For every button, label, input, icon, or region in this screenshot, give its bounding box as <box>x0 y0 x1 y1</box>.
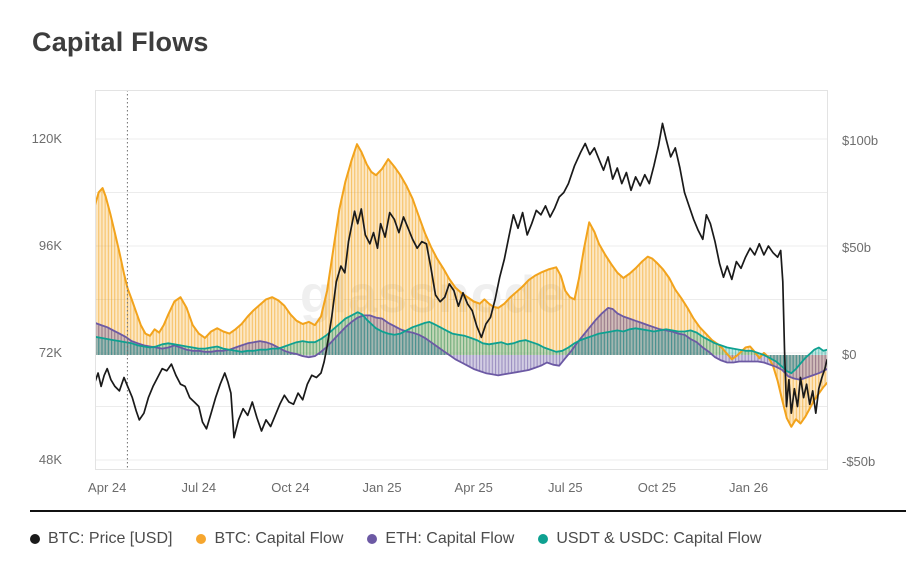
left-tick-label: 48K <box>38 451 62 467</box>
right-tick-label: $0 <box>842 347 857 363</box>
left-tick-label: 96K <box>38 238 62 253</box>
left-tick-label: 120K <box>31 131 62 147</box>
right-axis-ticks: $100b $50b $0 -$50b <box>842 90 902 470</box>
x-axis-ticks: Apr 24 Jul 24 Oct 24 Jan 25 Apr 25 Jul 25 Oct … <box>88 480 828 498</box>
legend-item-btc-price[interactable]: BTC: Price [USD] <box>30 530 172 548</box>
x-tick-label: Apr 24 <box>88 480 127 495</box>
right-tick-label: -$50b <box>842 454 876 470</box>
chart-canvas: glassnode <box>95 90 828 470</box>
left-tick-label: 72K <box>38 344 62 360</box>
x-tick-label: Oct 24 <box>271 480 310 495</box>
legend-divider-line <box>30 510 906 512</box>
right-tick-label: $50b <box>842 239 871 255</box>
legend-label: BTC: Capital Flow <box>214 530 344 547</box>
legend-label: USDT & USDC: Capital Flow <box>556 530 762 547</box>
chart-legend: BTC: Price [USD] BTC: Capital Flow ETH: … <box>30 530 761 548</box>
right-tick-label: $100b <box>842 132 879 148</box>
x-tick-label: Jan 26 <box>729 480 769 495</box>
legend-item-eth-flow[interactable]: ETH: Capital Flow <box>367 530 514 548</box>
stable-flow-dot-icon <box>538 534 549 544</box>
legend-label: BTC: Price [USD] <box>48 530 173 547</box>
eth-flow-dot-icon <box>367 534 378 544</box>
btc-flow-dot-icon <box>196 534 207 544</box>
chart-plot-area: glassnode <box>95 90 828 470</box>
page-title: Capital Flows <box>32 27 209 57</box>
legend-item-stable-flow[interactable]: USDT & USDC: Capital Flow <box>538 530 761 548</box>
x-tick-label: Apr 25 <box>454 480 493 495</box>
x-tick-label: Jan 25 <box>362 480 402 495</box>
x-tick-label: Oct 25 <box>637 480 677 495</box>
btc-price-dot-icon <box>30 534 40 544</box>
left-axis-ticks: 120K 96K 72K 48K <box>0 90 62 470</box>
legend-label: ETH: Capital Flow <box>385 530 515 547</box>
x-tick-label: Jul 25 <box>547 480 583 495</box>
x-tick-label: Jul 24 <box>181 480 217 495</box>
legend-item-btc-flow[interactable]: BTC: Capital Flow <box>196 530 343 548</box>
